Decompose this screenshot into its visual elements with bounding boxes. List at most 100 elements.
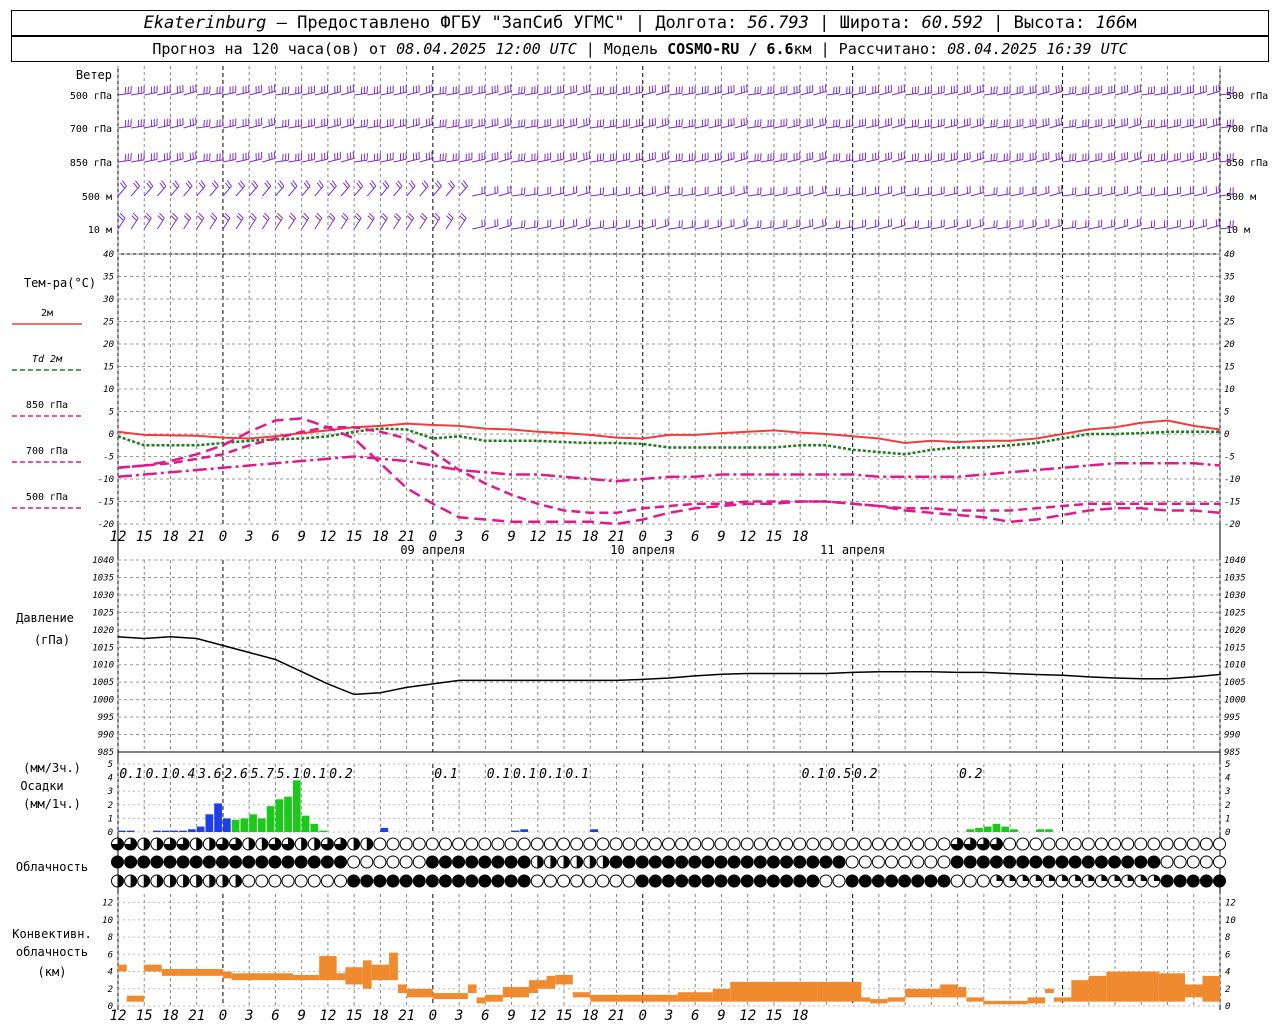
wind-barb xyxy=(314,118,328,129)
wind-barb xyxy=(1088,186,1103,197)
temp-title: Тем-ра(°C) xyxy=(24,276,96,290)
cloud-cover-full xyxy=(649,856,662,868)
wind-barb xyxy=(603,186,617,197)
wind-barb xyxy=(918,186,932,197)
hour-tick-label: 15 xyxy=(136,529,153,545)
cloud-cover-full xyxy=(1095,856,1108,868)
pres-tick-left: 1030 xyxy=(92,591,114,601)
pres-tick-left: 1020 xyxy=(92,626,114,636)
wind-barb xyxy=(406,84,420,96)
wind-barb xyxy=(891,218,906,230)
wind-barb xyxy=(209,180,219,197)
wind-barb xyxy=(682,85,696,96)
conv-cloud-bar xyxy=(179,968,223,976)
precip-3h-label: 0.1 xyxy=(802,767,825,782)
cloud-cover-circle xyxy=(885,837,899,851)
cloud-cover-full xyxy=(846,875,859,887)
cloud-cover-circle xyxy=(570,874,584,888)
wind-barb xyxy=(144,85,158,96)
wind-barb xyxy=(773,85,788,96)
wind-barb xyxy=(839,118,854,129)
wind-barb xyxy=(1114,117,1129,129)
wind-barb xyxy=(157,152,171,163)
cloud-cover-circle xyxy=(911,855,925,869)
cloud-cover-circle xyxy=(963,874,977,888)
wind-barb xyxy=(458,180,468,197)
cloud-cover-full xyxy=(780,875,793,887)
wind-barb xyxy=(891,84,906,96)
wind-barb xyxy=(419,212,428,230)
wind-barb xyxy=(301,85,315,96)
cloud-cover-circle xyxy=(465,837,479,851)
wind-barb xyxy=(1206,185,1220,197)
wind-barb xyxy=(629,219,643,230)
wind-barb xyxy=(367,85,381,96)
wind-barb xyxy=(1049,185,1063,197)
temp-tick-left: 10 xyxy=(103,385,114,395)
cloud-cover-full xyxy=(426,856,439,868)
conv-cloud-bar xyxy=(319,956,337,981)
cloud-cover-sector xyxy=(1153,875,1160,881)
conv-cloud-bar xyxy=(476,997,486,1004)
wind-barb xyxy=(131,152,145,163)
conv-cloud-bar xyxy=(222,971,232,979)
cloud-cover-full xyxy=(1029,856,1042,868)
wind-barb xyxy=(485,117,499,129)
pres-tick-right: 995 xyxy=(1224,713,1240,723)
wind-barb xyxy=(498,117,512,129)
conv-cloud-bar xyxy=(336,973,346,981)
cloud-cover-full xyxy=(1082,856,1095,868)
day-label: 11 апреля xyxy=(820,543,885,557)
cloud-cover-circle xyxy=(937,855,951,869)
hour-tick-label: 3 xyxy=(454,529,463,545)
cloud-cover-circle xyxy=(386,855,400,869)
cloud-cover-circle xyxy=(635,837,649,851)
wind-barb xyxy=(813,218,827,230)
wind-barb xyxy=(668,119,683,129)
hour-tick-label: 0 xyxy=(639,529,647,545)
cloud-cover-full xyxy=(714,875,727,887)
cloud-cover-full xyxy=(203,856,216,868)
prec-tick-right: 5 xyxy=(1225,760,1230,770)
cloud-cover-full xyxy=(728,856,741,868)
cloud-cover-circle xyxy=(347,855,361,869)
cloud-cover-sector xyxy=(334,838,347,850)
wind-barb xyxy=(1180,186,1194,197)
conv-cloud-bar xyxy=(957,987,967,998)
cloud-title: Облачность xyxy=(16,860,88,874)
prec-tick-right: 2 xyxy=(1225,801,1230,811)
wind-barb xyxy=(1023,85,1037,96)
wind-barb xyxy=(354,119,368,129)
hour-tick-label-bottom: 3 xyxy=(454,1008,463,1024)
precip-rain-bar xyxy=(257,818,266,832)
hour-tick-label-bottom: 0 xyxy=(639,1008,647,1024)
conv-cloud-bar xyxy=(905,988,941,998)
cloud-cover-full xyxy=(1161,875,1174,887)
cloud-cover-circle xyxy=(268,874,282,888)
wind-barb xyxy=(340,151,355,163)
prec-tick-right: 4 xyxy=(1225,774,1230,784)
wind-barb xyxy=(445,180,455,197)
cloud-cover-sector xyxy=(1035,875,1042,881)
wind-barb xyxy=(957,84,971,96)
wind-barb xyxy=(996,118,1011,129)
wind-barb xyxy=(117,119,132,129)
conv-tick-left: 12 xyxy=(102,899,113,909)
wind-barb xyxy=(1023,186,1037,197)
cloud-cover-circle xyxy=(845,855,859,869)
precip-rain-bar xyxy=(284,796,292,832)
wind-barb xyxy=(524,152,539,163)
hour-tick-label: 3 xyxy=(244,529,253,545)
wind-barb xyxy=(380,180,390,197)
prec-tick-right: 1 xyxy=(1225,814,1230,824)
wind-barb xyxy=(143,212,152,230)
conv-cloud-bar xyxy=(1045,988,1054,994)
cloud-cover-full xyxy=(308,856,321,868)
forecast-time: 08.04.2025 12:00 UTC xyxy=(396,40,577,58)
cloud-cover-circle xyxy=(976,874,990,888)
cloud-cover-circle xyxy=(1029,837,1043,851)
wind-barb xyxy=(301,212,310,230)
pres-tick-left: 990 xyxy=(98,731,114,741)
wind-barb xyxy=(249,84,263,96)
cloud-cover-full xyxy=(439,875,452,887)
